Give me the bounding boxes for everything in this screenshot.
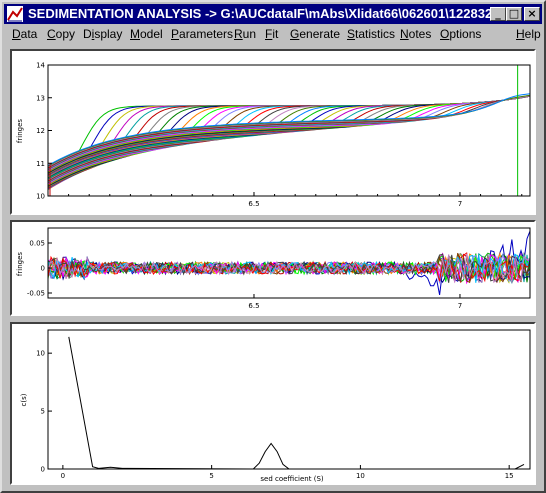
resid-x-tick-label: 7 <box>458 302 462 310</box>
menu-statistics[interactable]: Statistics <box>347 27 396 41</box>
data-scan-line <box>47 95 531 179</box>
residual-line <box>47 253 531 283</box>
window-title: SEDIMENTATION ANALYSIS -> G:\AUCdataIF\m… <box>28 6 504 21</box>
data-scan-line <box>47 95 531 170</box>
data-y-tick-label: 10 <box>36 193 45 201</box>
minimize-button[interactable]: _ <box>490 7 506 21</box>
residuals-plot-panel[interactable]: 0.05 0 -0.05 6.5 7 fringes <box>10 220 536 316</box>
menu-fit[interactable]: Fit <box>265 27 279 41</box>
data-y-tick-label: 12 <box>36 127 45 135</box>
cs-distribution-plot-panel[interactable]: 0 5 10 0 5 10 15 c(s) sed coefficient (S) <box>10 322 536 485</box>
menu-display[interactable]: Display <box>83 27 123 41</box>
cs-x-tick-label: 10 <box>356 472 365 480</box>
resid-y-axis-label: fringes <box>16 252 24 276</box>
resid-plot-frame <box>47 227 531 299</box>
data-scan-line <box>47 95 531 180</box>
data-y-tick-label: 13 <box>36 94 45 102</box>
cs-plot-frame <box>47 329 531 470</box>
data-y-axis-label: fringes <box>16 119 24 143</box>
cs-distribution-plot[interactable]: 0 5 10 0 5 10 15 c(s) sed coefficient (S) <box>12 324 534 483</box>
data-x-tick-label: 6.5 <box>248 200 259 208</box>
data-scan-line <box>47 94 531 167</box>
data-x-tick-label: 7 <box>458 200 462 208</box>
cs-x-tick-label: 0 <box>61 472 65 480</box>
cs-y-tick-label: 0 <box>41 466 45 474</box>
cs-x-axis-label: sed coefficient (S) <box>260 475 324 483</box>
menu-help[interactable]: Help <box>516 27 541 41</box>
menu-parameters[interactable]: Parameters <box>171 27 234 41</box>
data-scan-line <box>47 93 531 166</box>
menu-options[interactable]: Options <box>440 27 482 41</box>
cs-distribution-line <box>68 336 525 470</box>
menu-generate[interactable]: Generate <box>290 27 341 41</box>
resid-x-tick-label: 6.5 <box>248 302 259 310</box>
data-scan-line <box>47 95 531 170</box>
resid-y-tick-label: 0.05 <box>29 240 45 248</box>
data-y-tick-label: 11 <box>36 160 45 168</box>
maximize-button[interactable]: □ <box>506 7 522 21</box>
menu-copy[interactable]: Copy <box>47 27 76 41</box>
data-scan-line <box>47 95 531 172</box>
cs-y-tick-label: 5 <box>41 408 45 416</box>
close-button[interactable]: × <box>524 7 540 21</box>
resid-y-tick-label: -0.05 <box>27 290 45 298</box>
menu-data[interactable]: Data <box>12 27 38 41</box>
data-scan-line <box>47 95 531 171</box>
residuals-plot[interactable]: 0.05 0 -0.05 6.5 7 fringes <box>12 222 534 314</box>
cs-y-tick-label: 10 <box>36 350 45 358</box>
sedimentation-app-icon[interactable] <box>7 6 23 22</box>
residual-line <box>47 253 531 284</box>
data-scan-line <box>47 95 531 172</box>
cs-x-tick-label: 15 <box>505 472 514 480</box>
residual-line <box>47 252 531 285</box>
raw-data-plot-panel[interactable]: 10 11 12 13 14 6.5 7 fringes <box>10 49 536 215</box>
title-bar[interactable]: SEDIMENTATION ANALYSIS -> G:\AUCdataIF\m… <box>4 4 542 24</box>
menu-model[interactable]: Model <box>130 27 163 41</box>
menu-notes[interactable]: Notes <box>400 27 432 41</box>
resid-y-tick-label: 0 <box>41 265 45 273</box>
data-y-tick-label: 14 <box>36 62 45 70</box>
menu-bar: Data Copy Display Model Parameters Run F… <box>4 25 542 43</box>
raw-data-plot[interactable]: 10 11 12 13 14 6.5 7 fringes <box>12 51 534 213</box>
cs-x-tick-label: 5 <box>209 472 213 480</box>
cs-y-axis-label: c(s) <box>20 393 28 406</box>
menu-run[interactable]: Run <box>234 27 257 41</box>
